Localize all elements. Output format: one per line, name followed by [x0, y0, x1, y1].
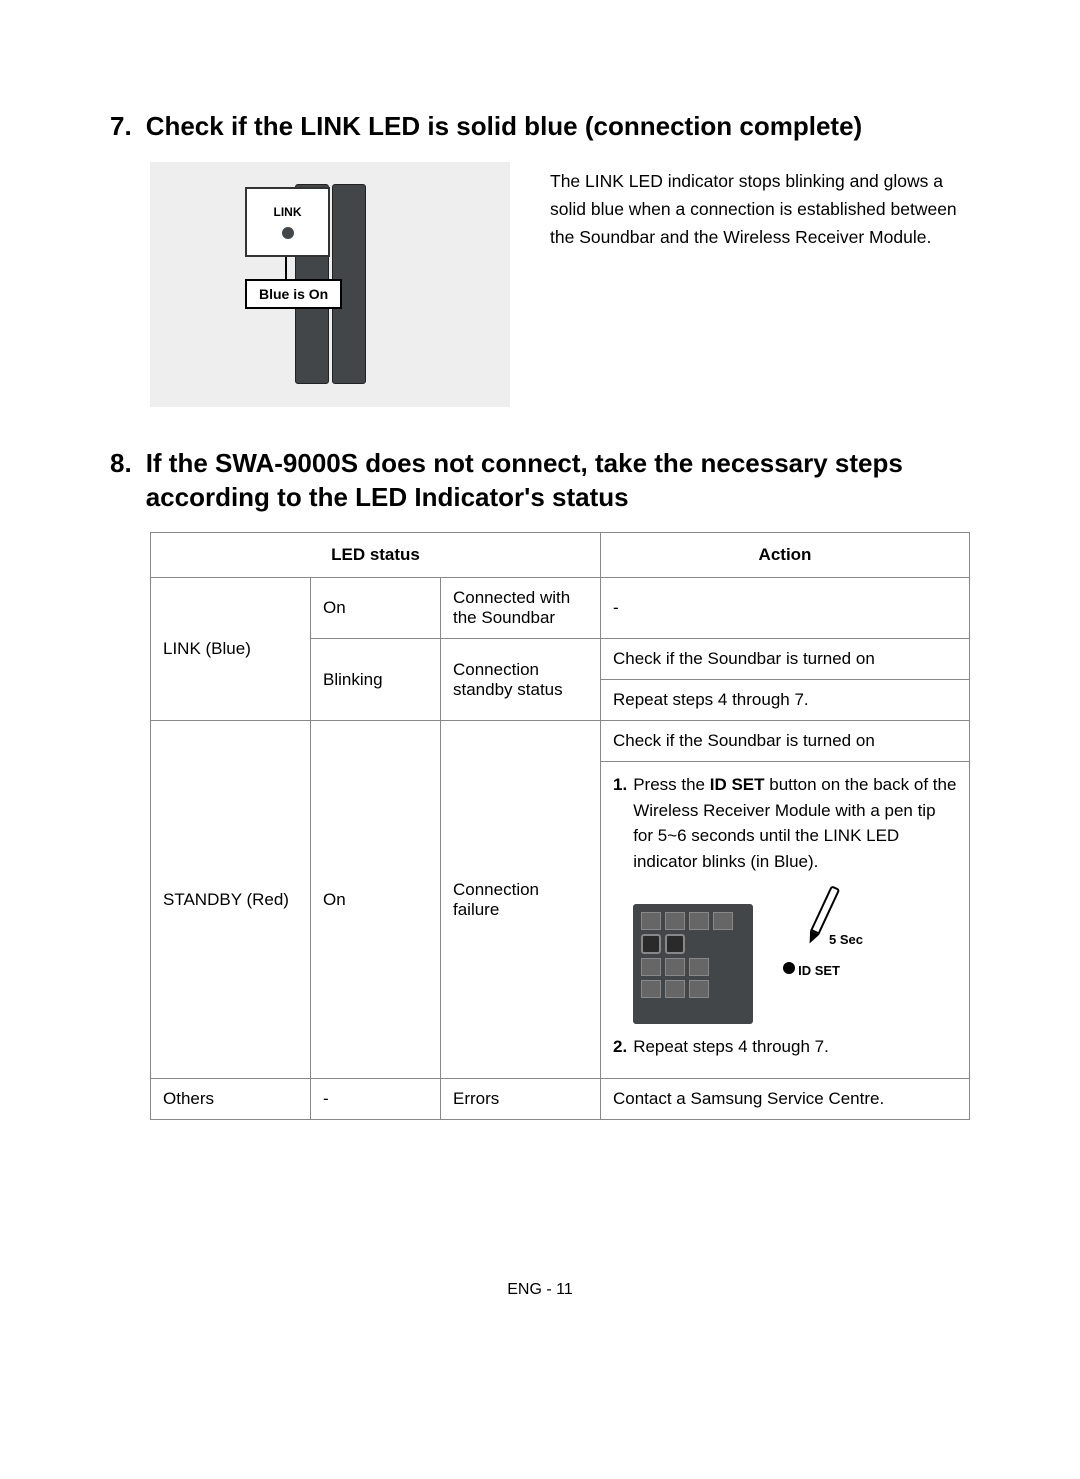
- cell-status-failure: Connection failure: [441, 721, 601, 1079]
- idset-button-label: ID SET: [795, 962, 843, 979]
- cell-status-standby: Connection standby status: [441, 639, 601, 721]
- idset-diagram: 5 Sec ID SET: [633, 884, 863, 1024]
- callout-label: Blue is On: [245, 279, 342, 309]
- step-number: 2.: [613, 1034, 627, 1060]
- duration-label: 5 Sec: [829, 932, 863, 947]
- header-action: Action: [601, 533, 970, 578]
- cell-state-on-red: On: [311, 721, 441, 1079]
- step-number: 1.: [613, 772, 627, 874]
- section-7-description: The LINK LED indicator stops blinking an…: [550, 162, 970, 251]
- table-row: Others - Errors Contact a Samsung Servic…: [151, 1078, 970, 1119]
- step1-pre: Press the: [633, 775, 710, 794]
- cell-action-check-soundbar-2: Check if the Soundbar is turned on: [601, 721, 970, 762]
- cell-action-none: -: [601, 578, 970, 639]
- header-led-status: LED status: [151, 533, 601, 578]
- cell-action-repeat: Repeat steps 4 through 7.: [601, 680, 970, 721]
- cell-led-standby-red: STANDBY (Red): [151, 721, 311, 1079]
- cell-status-errors: Errors: [441, 1078, 601, 1119]
- cell-action-check-soundbar: Check if the Soundbar is turned on: [601, 639, 970, 680]
- cell-state-others: -: [311, 1078, 441, 1119]
- table-header-row: LED status Action: [151, 533, 970, 578]
- cell-status-connected: Connected with the Soundbar: [441, 578, 601, 639]
- receiver-back-panel-icon: [633, 904, 753, 1024]
- action-step-1: 1. Press the ID SET button on the back o…: [613, 772, 957, 874]
- link-indicator-box: LINK: [245, 187, 330, 257]
- idset-button-icon: [783, 962, 795, 974]
- led-dot-icon: [282, 227, 294, 239]
- cell-action-contact: Contact a Samsung Service Centre.: [601, 1078, 970, 1119]
- table-row: LINK (Blue) On Connected with the Soundb…: [151, 578, 970, 639]
- link-led-diagram: LINK Blue is On: [150, 162, 510, 407]
- section-7: 7. Check if the LINK LED is solid blue (…: [110, 110, 970, 407]
- cell-action-idset: 1. Press the ID SET button on the back o…: [601, 762, 970, 1079]
- section-7-number: 7.: [110, 110, 132, 144]
- idset-bold-text: ID SET: [710, 775, 765, 794]
- table-row: STANDBY (Red) On Connection failure Chec…: [151, 721, 970, 762]
- cell-led-link-blue: LINK (Blue): [151, 578, 311, 721]
- cell-led-others: Others: [151, 1078, 311, 1119]
- cell-state-on: On: [311, 578, 441, 639]
- section-7-heading: 7. Check if the LINK LED is solid blue (…: [110, 110, 970, 144]
- section-8-heading: 8. If the SWA-9000S does not connect, ta…: [110, 447, 970, 515]
- section-8-number: 8.: [110, 447, 132, 481]
- cell-state-blinking: Blinking: [311, 639, 441, 721]
- section-7-title: Check if the LINK LED is solid blue (con…: [146, 110, 863, 144]
- page-footer: ENG - 11: [0, 1281, 1080, 1299]
- step-text: Repeat steps 4 through 7.: [633, 1034, 829, 1060]
- section-7-content: LINK Blue is On The LINK LED indicator s…: [110, 162, 970, 407]
- section-8-title: If the SWA-9000S does not connect, take …: [146, 447, 970, 515]
- action-step-2: 2. Repeat steps 4 through 7.: [613, 1034, 957, 1060]
- led-status-table: LED status Action LINK (Blue) On Connect…: [150, 532, 970, 1120]
- section-8: 8. If the SWA-9000S does not connect, ta…: [110, 447, 970, 1120]
- link-label: LINK: [274, 205, 302, 219]
- callout-pointer-icon: [285, 257, 287, 279]
- step-text: Press the ID SET button on the back of t…: [633, 772, 957, 874]
